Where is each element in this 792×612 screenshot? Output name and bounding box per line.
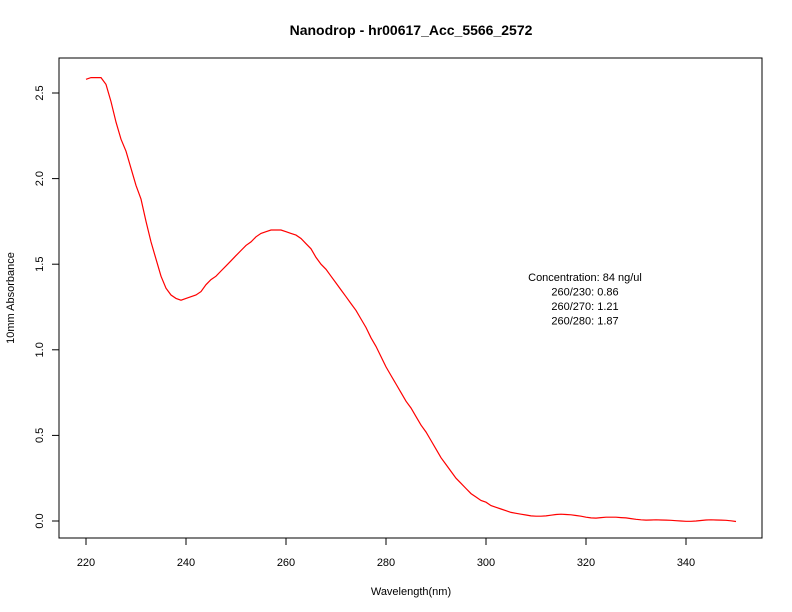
annotation-block: Concentration: 84 ng/ul 260/230: 0.86 260/… [528,272,642,328]
y-axis-label: 10mm Absorbance [5,252,17,344]
x-axis-label: Wavelength(nm) [371,586,451,598]
x-tick-label: 240 [177,557,195,569]
y-tick-label: 2.5 [34,85,46,100]
x-axis: 220 240 260 280 300 320 340 [77,537,695,569]
x-tick-label: 340 [677,557,695,569]
x-tick-label: 260 [277,557,295,569]
annotation-line: 260/280: 1.87 [551,316,618,328]
y-tick-label: 1.0 [34,342,46,357]
x-tick-label: 220 [77,557,95,569]
annotation-line: 260/270: 1.21 [551,301,618,313]
x-tick-label: 320 [577,557,595,569]
y-tick-label: 0.0 [34,513,46,528]
y-axis: 0.0 0.5 1.0 1.5 2.0 2.5 [34,85,60,529]
annotation-line: Concentration: 84 ng/ul [528,272,642,284]
x-tick-label: 300 [477,557,495,569]
chart-title: Nanodrop - hr00617_Acc_5566_2572 [290,22,533,38]
y-tick-label: 2.0 [34,171,46,186]
y-tick-label: 0.5 [34,428,46,443]
annotation-line: 260/230: 0.86 [551,287,618,299]
plot-frame [58,57,763,539]
series-line-absorbance [85,76,737,523]
x-tick-label: 280 [377,557,395,569]
y-tick-label: 1.5 [34,257,46,272]
